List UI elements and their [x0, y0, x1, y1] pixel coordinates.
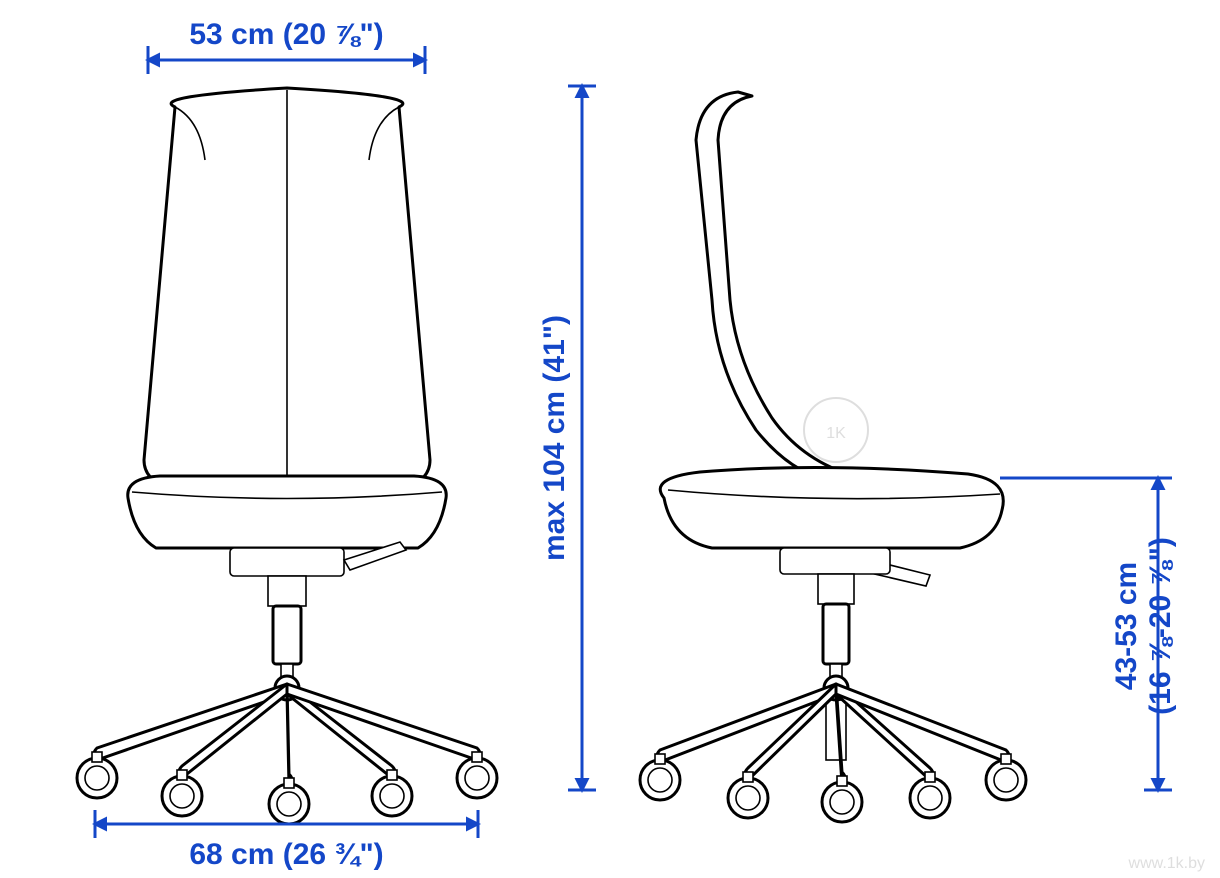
dimension-height-total: max 104 cm (41"): [538, 315, 571, 561]
dimension-seat-height-line2: (16 ⅞-20 ⅞"): [1144, 537, 1177, 715]
dimension-seat-height-line1: 43-53 cm: [1110, 562, 1143, 690]
chair-front-view: [77, 88, 497, 824]
dimension-width-bottom: 68 cm (26 ¾"): [189, 838, 383, 871]
chair-side-view: [640, 92, 1026, 822]
dimension-line: [568, 86, 596, 790]
watermark-url: www.1k.by: [1128, 855, 1205, 872]
watermark-logo-text: 1K: [826, 425, 846, 442]
dimension-width-top: 53 cm (20 ⅞"): [189, 18, 383, 51]
